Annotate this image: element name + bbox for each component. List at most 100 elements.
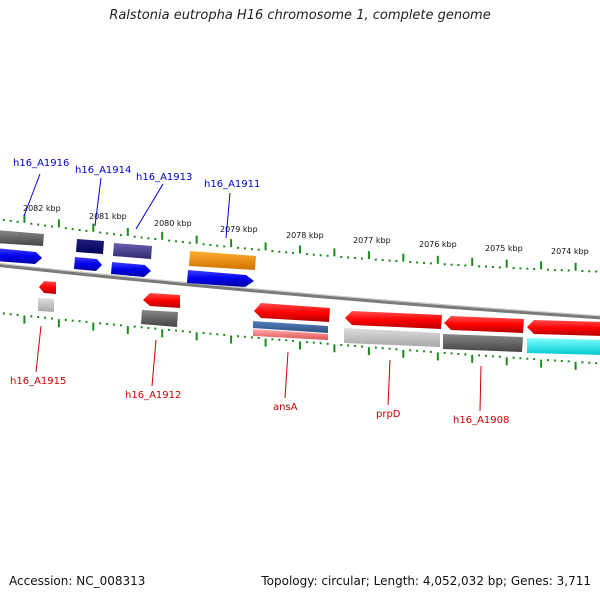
genome-title: Ralstonia eutropha H16 chromosome 1, com… <box>109 8 491 23</box>
scale-minor-tick <box>512 356 515 359</box>
accession-label: Accession: NC_008313 <box>9 574 146 588</box>
scale-minor-tick <box>595 362 598 365</box>
gene-feature-blue[interactable] <box>0 248 42 264</box>
gene-feature-red[interactable] <box>527 320 600 336</box>
scale-minor-tick <box>595 270 598 273</box>
scale-minor-tick <box>119 324 122 327</box>
kbp-label: 2075 kbp <box>485 244 523 253</box>
gene-feature-light[interactable] <box>344 328 440 347</box>
scale-minor-tick <box>44 316 47 319</box>
gene-feature-red[interactable] <box>143 293 180 308</box>
scale-minor-tick <box>140 326 143 329</box>
gene-feature-red[interactable] <box>254 303 330 322</box>
scale-major-tick <box>436 352 439 361</box>
gene-feature-h16_A1914[interactable] <box>76 239 104 254</box>
scale-minor-tick <box>147 327 150 329</box>
gene-label-prpD[interactable]: prpD <box>376 409 401 420</box>
gene-feature-cyan[interactable] <box>527 338 600 355</box>
scale-major-tick <box>195 235 198 244</box>
kbp-label: 2079 kbp <box>220 225 258 234</box>
scale-major-tick <box>195 332 198 341</box>
gene-feature-blue[interactable] <box>187 270 254 287</box>
gene-feature-blue[interactable] <box>111 262 151 277</box>
gene-feature-grey[interactable] <box>443 334 523 352</box>
scale-minor-tick <box>181 241 184 244</box>
kbp-label: 2080 kbp <box>154 219 192 228</box>
scale-minor-tick <box>478 265 481 268</box>
gene-feature-light[interactable] <box>38 298 54 312</box>
kbp-label: 2077 kbp <box>353 236 391 245</box>
gene-feature-grey[interactable] <box>0 230 44 246</box>
scale-minor-tick <box>250 248 253 251</box>
scale-minor-tick <box>106 323 109 325</box>
scale-minor-tick <box>133 325 136 328</box>
scale-minor-tick <box>588 270 591 273</box>
scale-major-tick <box>367 347 370 356</box>
scale-minor-tick <box>547 268 549 271</box>
gene-label-h16_A1914[interactable]: h16_A1914 <box>75 165 131 176</box>
gene-feature-blue[interactable] <box>74 257 102 271</box>
gene-feature-grey[interactable] <box>141 310 178 327</box>
scale-minor-tick <box>388 347 391 350</box>
scale-minor-tick <box>326 254 329 257</box>
scale-minor-tick <box>305 253 308 256</box>
gene-feature-pink[interactable] <box>253 329 328 340</box>
gene-label-h16_A1913[interactable]: h16_A1913 <box>136 172 192 183</box>
scale-minor-tick <box>457 352 460 355</box>
scale-major-tick <box>230 335 233 344</box>
scale-minor-tick <box>85 229 88 232</box>
scale-major-tick <box>402 253 405 262</box>
scale-minor-tick <box>526 357 529 360</box>
scale-minor-tick <box>374 258 377 261</box>
scale-minor-tick <box>71 228 74 231</box>
gene-label-h16_A1916[interactable]: h16_A1916 <box>13 158 69 169</box>
scale-minor-tick <box>285 339 288 342</box>
gene-label-ansA[interactable]: ansA <box>273 402 298 413</box>
gene-label-h16_A1915[interactable]: h16_A1915 <box>10 376 66 387</box>
scale-minor-tick <box>133 235 136 238</box>
scale-major-tick <box>230 239 233 248</box>
scale-minor-tick <box>326 342 329 345</box>
scale-major-tick <box>126 227 129 236</box>
scale-minor-tick <box>51 317 53 320</box>
scale-minor-tick <box>9 313 12 316</box>
scale-major-tick <box>471 354 474 363</box>
scale-minor-tick <box>44 224 47 227</box>
genome-backbone-highlight <box>0 263 600 317</box>
scale-minor-tick <box>285 251 288 254</box>
gene-label-h16_A1912[interactable]: h16_A1912 <box>125 390 181 401</box>
scale-minor-tick <box>271 250 274 252</box>
scale-minor-tick <box>423 350 425 353</box>
gene-feature-red[interactable] <box>39 281 56 294</box>
scale-minor-tick <box>119 234 122 237</box>
scale-minor-tick <box>312 341 315 344</box>
scale-minor-tick <box>567 269 570 272</box>
scale-minor-tick <box>512 267 515 270</box>
scale-minor-tick <box>340 255 343 258</box>
genome-backbone <box>0 263 600 320</box>
scale-minor-tick <box>278 250 281 253</box>
scale-minor-tick <box>485 265 487 268</box>
gene-label-h16_A1911[interactable]: h16_A1911 <box>204 179 260 190</box>
gene-feature-red[interactable] <box>444 316 524 333</box>
gene-feature-red[interactable] <box>345 311 442 329</box>
scale-minor-tick <box>209 244 212 246</box>
kbp-label: 2081 kbp <box>89 212 127 221</box>
scale-major-tick <box>471 257 474 266</box>
scale-minor-tick <box>78 229 81 231</box>
scale-major-tick <box>57 219 60 228</box>
scale-minor-tick <box>250 336 253 339</box>
kbp-label: 2082 kbp <box>23 204 61 213</box>
scale-minor-tick <box>533 358 536 361</box>
gene-label-h16_A1908[interactable]: h16_A1908 <box>453 415 509 426</box>
leader-line <box>387 359 391 406</box>
leader-line <box>23 173 41 217</box>
scale-major-tick <box>574 262 577 271</box>
gene-feature-h16_A1911[interactable] <box>189 251 256 270</box>
scale-minor-tick <box>99 322 102 325</box>
gene-feature-h16_A1913[interactable] <box>113 243 152 259</box>
gene-feature-steel[interactable] <box>253 321 328 333</box>
scale-minor-tick <box>147 237 150 240</box>
scale-minor-tick <box>216 244 219 247</box>
scale-minor-tick <box>581 270 584 272</box>
